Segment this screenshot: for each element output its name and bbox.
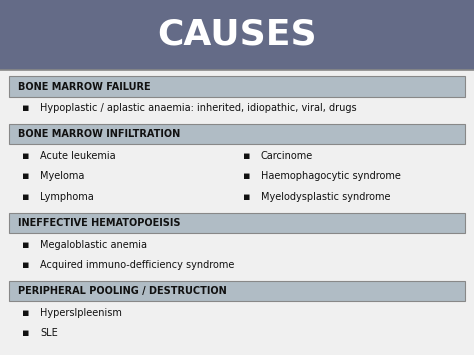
Text: Lymphoma: Lymphoma: [40, 192, 94, 202]
Polygon shape: [0, 0, 474, 70]
Text: ▪: ▪: [22, 328, 30, 338]
Text: BONE MARROW FAILURE: BONE MARROW FAILURE: [18, 82, 151, 92]
Text: Acute leukemia: Acute leukemia: [40, 151, 116, 161]
Text: BONE MARROW INFILTRATION: BONE MARROW INFILTRATION: [18, 129, 180, 139]
Text: CAUSES: CAUSES: [157, 18, 317, 52]
Text: ▪: ▪: [22, 171, 30, 181]
Text: PERIPHERAL POOLING / DESTRUCTION: PERIPHERAL POOLING / DESTRUCTION: [18, 286, 227, 296]
Text: ▪: ▪: [22, 192, 30, 202]
Text: ▪: ▪: [22, 151, 30, 161]
Text: SLE: SLE: [40, 328, 58, 338]
Text: Haemophagocytic syndrome: Haemophagocytic syndrome: [261, 171, 401, 181]
Text: ▪: ▪: [243, 151, 250, 161]
Text: Myelodysplastic syndrome: Myelodysplastic syndrome: [261, 192, 390, 202]
Text: ▪: ▪: [243, 171, 250, 181]
FancyBboxPatch shape: [9, 281, 465, 301]
Text: Megaloblastic anemia: Megaloblastic anemia: [40, 240, 147, 250]
Text: Myeloma: Myeloma: [40, 171, 85, 181]
Text: ▪: ▪: [22, 240, 30, 250]
FancyBboxPatch shape: [9, 76, 465, 97]
FancyBboxPatch shape: [9, 124, 465, 144]
Text: ▪: ▪: [243, 192, 250, 202]
Text: Acquired immuno-defficiency syndrome: Acquired immuno-defficiency syndrome: [40, 260, 235, 270]
Text: Hypoplastic / aplastic anaemia: inherited, idiopathic, viral, drugs: Hypoplastic / aplastic anaemia: inherite…: [40, 103, 357, 113]
Text: INEFFECTIVE HEMATOPOEISIS: INEFFECTIVE HEMATOPOEISIS: [18, 218, 181, 228]
Text: ▪: ▪: [22, 260, 30, 270]
Text: Carcinome: Carcinome: [261, 151, 313, 161]
Text: ▪: ▪: [22, 103, 30, 113]
Text: Hyperslpleenism: Hyperslpleenism: [40, 308, 122, 318]
FancyBboxPatch shape: [9, 213, 465, 233]
Text: ▪: ▪: [22, 308, 30, 318]
